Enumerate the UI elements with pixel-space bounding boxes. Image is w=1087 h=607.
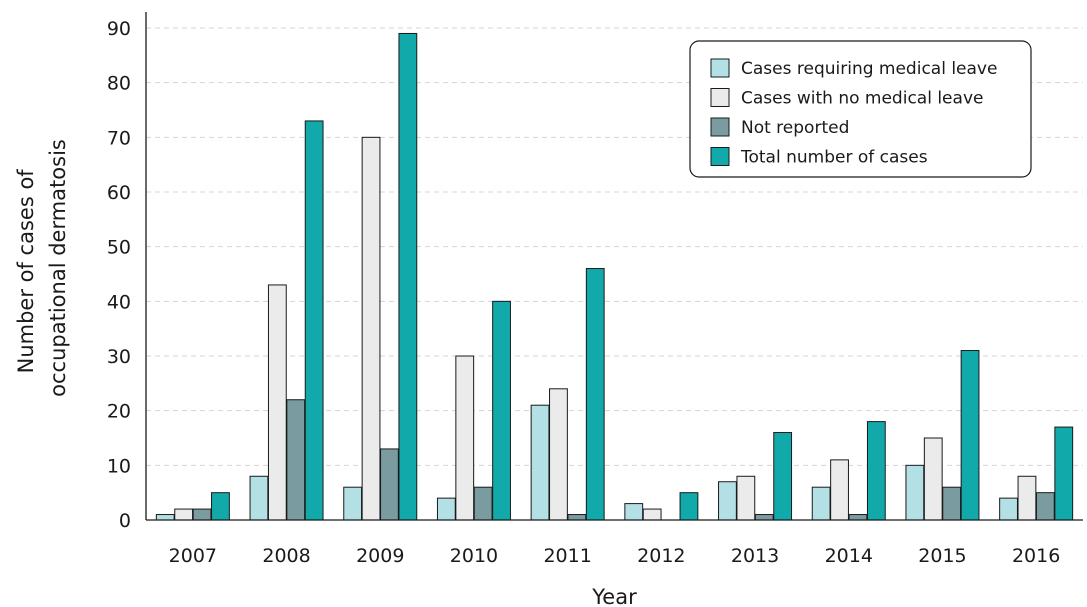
legend-label: Total number of cases [740, 148, 928, 168]
bar [530, 404, 550, 521]
y-tick-labels: 0 10 20 30 40 50 60 70 80 90 [107, 18, 131, 532]
bar [830, 459, 849, 521]
bar [567, 514, 587, 521]
bar [923, 437, 943, 521]
y-tick-label: 90 [107, 18, 131, 40]
x-tick-label: 2007 [169, 545, 217, 567]
y-axis-label-line-2: occupational dermatosis [46, 139, 70, 397]
bar [436, 497, 456, 521]
y-tick-label: 50 [107, 237, 131, 259]
bar [866, 421, 886, 521]
bar [905, 464, 925, 521]
bar [679, 492, 699, 521]
bar [585, 268, 605, 521]
bar [736, 475, 756, 521]
bar [624, 503, 644, 521]
x-tick-label: 2010 [450, 545, 498, 567]
y-tick-label: 0 [119, 510, 131, 532]
bar [492, 300, 511, 521]
x-tick-label: 2009 [356, 545, 404, 567]
y-tick-label: 10 [107, 455, 131, 477]
bar [155, 514, 175, 521]
y-tick-label: 60 [107, 182, 131, 204]
bar [754, 514, 774, 521]
bar [473, 486, 493, 521]
y-axis-label-line-1: Number of cases of [14, 169, 38, 374]
x-tick-labels: 2007 2008 2009 2010 2011 2012 2013 2014 2015 2016 [169, 545, 1061, 567]
x-tick-label: 2014 [825, 545, 873, 567]
bar [267, 284, 287, 521]
bar [211, 492, 230, 521]
bar [718, 481, 737, 521]
legend: Cases requiring medical leave Cases with … [689, 40, 1032, 178]
bar [1054, 426, 1074, 521]
axes [145, 12, 1083, 521]
bar [848, 514, 868, 521]
bar [361, 136, 381, 521]
bar [1017, 475, 1037, 521]
x-tick-label: 2015 [918, 545, 966, 567]
bar [286, 399, 306, 521]
legend-swatch [710, 88, 730, 107]
bar [380, 448, 399, 521]
x-tick-label: 2013 [731, 545, 779, 567]
bar [773, 432, 793, 521]
legend-box [689, 40, 1032, 178]
y-tick-label: 20 [107, 401, 131, 423]
legend-label: Not reported [741, 118, 849, 138]
bar [942, 486, 962, 521]
bar [343, 486, 363, 521]
x-tick-label: 2012 [637, 545, 685, 567]
bar [192, 508, 212, 521]
legend-swatch [710, 117, 730, 137]
x-tick-label: 2011 [543, 545, 591, 567]
x-tick-label: 2008 [262, 545, 310, 567]
legend-swatch [710, 58, 730, 78]
y-tick-label: 40 [107, 291, 131, 313]
bar [304, 120, 324, 521]
y-tick-label: 70 [107, 127, 131, 149]
bar [174, 508, 194, 521]
bar [549, 388, 568, 521]
legend-swatch [710, 147, 730, 166]
y-axis-label: Number of cases of occupational dermatos… [14, 139, 70, 397]
bar [398, 32, 418, 521]
x-tick-label: 2016 [1012, 545, 1060, 567]
bar [249, 475, 269, 521]
bar [642, 508, 662, 521]
bar [811, 486, 831, 521]
x-axis-label: Year [591, 585, 637, 607]
bar [1035, 492, 1055, 521]
bar [999, 497, 1018, 521]
y-tick-label: 30 [107, 346, 131, 368]
bar [960, 350, 980, 521]
legend-label: Cases requiring medical leave [741, 59, 997, 79]
bar [455, 355, 475, 521]
legend-label: Cases with no medical leave [741, 89, 983, 109]
y-tick-label: 80 [107, 73, 131, 95]
